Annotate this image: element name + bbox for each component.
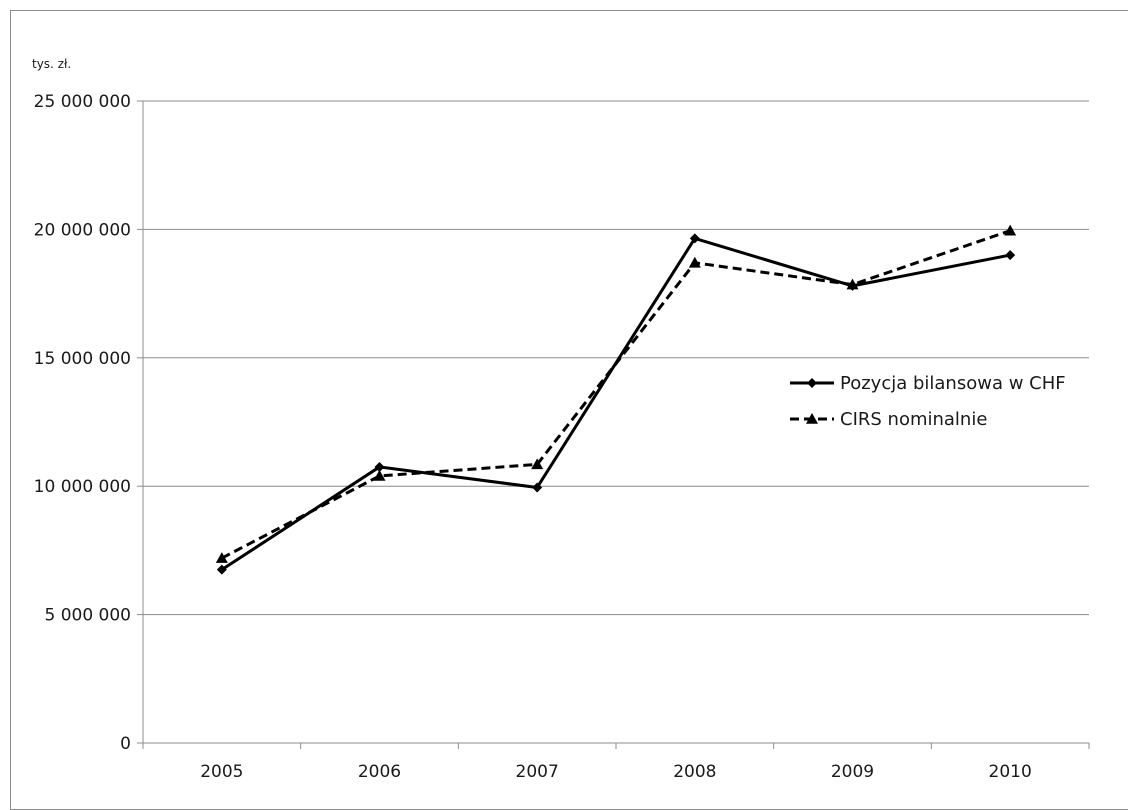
line-chart: tys. zł. 0 5 000 000 10 000 000 15 000 000 2… xyxy=(32,57,1090,782)
legend-swatch-marker xyxy=(807,378,817,388)
y-unit-label: tys. zł. xyxy=(32,57,71,71)
y-tick-labels: 0 5 000 000 10 000 000 15 000 000 20 000 000… xyxy=(34,92,131,754)
y-tick-label: 0 xyxy=(120,734,131,754)
y-tick-label: 25 000 000 xyxy=(34,92,131,112)
x-tick-label: 2009 xyxy=(831,762,874,782)
x-tick-label: 2010 xyxy=(989,762,1032,782)
x-tick-label: 2005 xyxy=(200,762,243,782)
series-pozycja-bilansowa xyxy=(216,233,1016,575)
legend-label: CIRS nominalnie xyxy=(840,409,987,430)
legend-swatch-marker xyxy=(806,413,818,424)
data-point-marker xyxy=(689,233,700,244)
series-line xyxy=(221,236,1011,571)
y-tick-label: 10 000 000 xyxy=(34,477,131,497)
data-point-marker xyxy=(374,461,385,472)
x-tick-labels: 2005 2006 2007 2008 2009 2010 xyxy=(200,762,1032,782)
data-point-marker xyxy=(1005,250,1016,261)
x-tick-label: 2006 xyxy=(358,762,401,782)
legend-entry: CIRS nominalnie xyxy=(790,409,987,430)
data-point-marker xyxy=(688,256,701,268)
y-tick-label: 20 000 000 xyxy=(34,220,131,240)
legend-label: Pozycja bilansowa w CHF xyxy=(840,373,1066,394)
x-tick-label: 2008 xyxy=(673,762,716,782)
gridlines xyxy=(137,100,1089,744)
x-tick-label: 2007 xyxy=(516,762,559,782)
series-layer xyxy=(215,224,1017,575)
data-point-marker xyxy=(532,482,543,493)
data-point-marker xyxy=(373,469,386,481)
data-point-marker xyxy=(847,280,858,291)
y-tick-label: 15 000 000 xyxy=(34,349,131,369)
series-line xyxy=(221,229,1011,560)
data-point-marker xyxy=(216,564,227,575)
legend: Pozycja bilansowa w CHF CIRS nominalnie xyxy=(790,373,1066,430)
data-point-marker xyxy=(1004,224,1017,236)
axes xyxy=(142,101,1090,749)
data-point-marker xyxy=(531,458,544,470)
y-tick-label: 5 000 000 xyxy=(44,606,131,626)
data-point-marker xyxy=(215,552,228,563)
legend-entry: Pozycja bilansowa w CHF xyxy=(790,373,1066,394)
